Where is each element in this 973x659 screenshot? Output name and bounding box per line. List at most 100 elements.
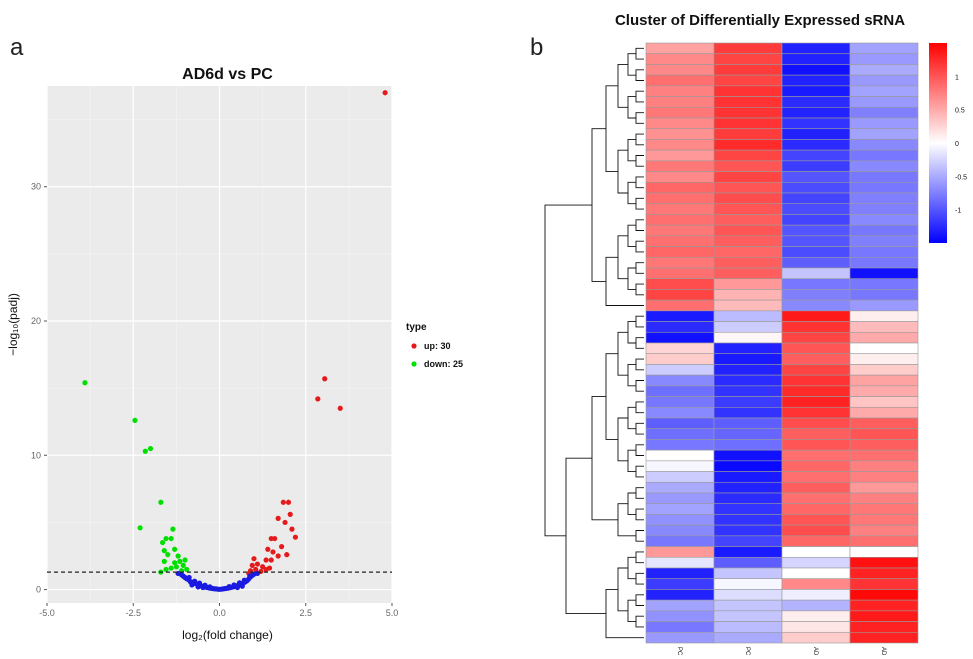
dendrogram-branch [635,380,644,392]
legend-label: down: 25 [424,359,463,369]
data-point [189,582,195,588]
dendrogram-branch [627,138,636,162]
heatmap-cell [713,256,783,269]
panel-a-letter: a [10,34,24,61]
heatmap-cell [849,299,919,312]
heatmap-cell [713,535,783,547]
heatmap-cell [849,85,919,97]
heatmap-cell [781,578,851,590]
heatmap-cell [781,203,851,215]
heatmap-cell [713,85,783,97]
heatmap-cell [781,224,851,237]
heatmap-cell [713,160,783,172]
data-point [270,549,276,555]
data-point [147,445,154,452]
heatmap-cell [781,278,851,290]
heatmap-cell [713,106,783,119]
heatmap-title: Cluster of Differentially Expressed sRNA [615,12,905,29]
heatmap-cell [645,246,715,258]
data-point [285,499,292,505]
dendrogram-branch [635,155,644,167]
heatmap-cell [849,503,919,515]
heatmap-cell [645,396,715,408]
dendrogram-branch [635,283,644,296]
data-point [142,448,148,454]
heatmap-cell [713,428,783,440]
heatmap-cell [645,449,715,462]
heatmap-cell [849,74,919,87]
heatmap-cell [781,599,851,612]
dendrogram-branch [627,406,636,430]
dendrogram-branch [565,457,606,614]
y-tick-label: 10 [31,450,41,460]
column-label: AD [880,647,886,656]
heatmap-cell [781,471,851,483]
heatmap-cell [849,278,919,290]
dendrogram-branch [617,149,628,194]
dendrogram-branch [635,337,644,349]
data-point [315,396,321,402]
heatmap-cell [713,567,783,580]
heatmap-cell [781,64,851,76]
heatmap-cell [713,449,783,462]
heatmap-cell [713,96,783,108]
heatmap-cell [713,149,783,162]
heatmap-cell [781,439,851,451]
data-point [163,566,169,573]
heatmap-cells [645,42,919,644]
heatmap-cell [713,139,783,151]
heatmap-cell [781,374,851,387]
dendrogram-branch [635,219,644,231]
heatmap-cell [781,567,851,580]
heatmap-cell [713,374,783,387]
heatmap-cell [645,331,715,344]
heatmap-cell [645,214,715,226]
x-tick-label: 0.0 [213,608,226,618]
heatmap-cell [713,42,783,55]
heatmap-cell [849,331,919,344]
heatmap-cell [849,310,919,322]
dendrogram-branch [605,85,618,173]
heatmap-cell [645,181,715,194]
heatmap-cell [645,492,715,505]
row-dendrogram [544,47,644,639]
data-point [161,558,167,564]
legend-title: type [406,322,427,333]
heatmap-cell [645,203,715,215]
heatmap-cell [645,74,715,87]
heatmap-cell [849,385,919,397]
dendrogram-branch [635,176,644,189]
heatmap-cell [645,546,715,558]
data-point [289,526,295,532]
data-point [279,544,285,550]
heatmap-cell [781,256,851,269]
heatmap-cell [781,364,851,376]
dendrogram-branch [635,197,644,210]
dendrogram-branch [627,556,636,580]
heatmap-cell [713,192,783,205]
heatmap-cell [781,417,851,430]
heatmap-cell [849,267,919,280]
heatmap-cell [645,621,715,633]
heatmap-cell [713,396,783,408]
heatmap-cell [713,342,783,355]
heatmap-cell [849,42,919,55]
heatmap-cell [713,631,783,644]
heatmap-cell [713,181,783,194]
grid-lines [46,86,393,603]
heatmap-cell [849,106,919,119]
heatmap-cell [713,406,783,419]
data-point [184,566,190,573]
data-point [226,584,232,590]
heatmap-cell [781,74,851,87]
heatmap-cell [645,310,715,322]
dendrogram-branch [635,240,644,253]
data-point [253,566,259,573]
panel-b-letter: b [530,34,544,61]
heatmap-cell [781,589,851,601]
heatmap-cell [781,117,851,130]
heatmap-cell [781,42,851,55]
heatmap-cell [849,524,919,537]
heatmap-cell [713,514,783,526]
data-point [172,546,178,552]
